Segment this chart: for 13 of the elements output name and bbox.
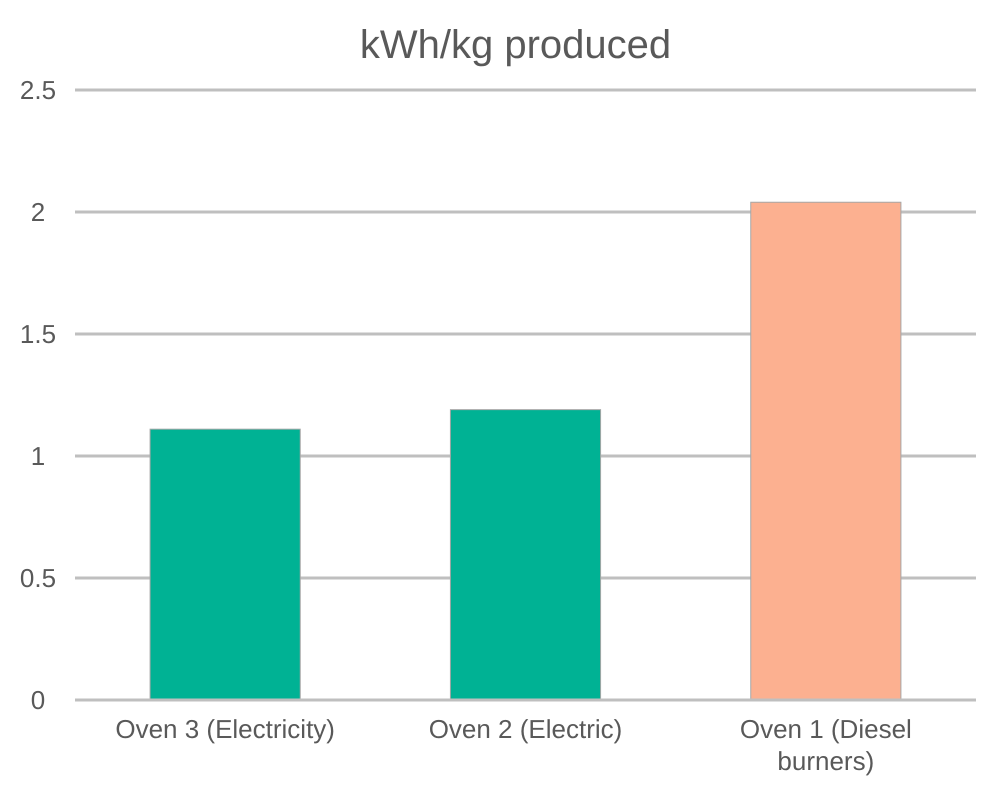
x-tick-label: Oven 2 (Electric) bbox=[428, 714, 622, 744]
y-tick-label: 0 bbox=[30, 685, 46, 716]
y-tick-label: 1 bbox=[30, 441, 46, 472]
x-tick-label: Oven 1 (Diesel burners) bbox=[740, 714, 912, 776]
bar bbox=[150, 428, 301, 700]
x-tick-label: Oven 3 (Electricity) bbox=[115, 714, 335, 744]
bar bbox=[450, 409, 602, 700]
y-tick-label: 2.5 bbox=[20, 75, 56, 106]
y-tick-label: 1.5 bbox=[20, 319, 56, 350]
bar bbox=[750, 202, 902, 700]
y-tick-label: 2 bbox=[30, 197, 46, 228]
y-tick-label: 0.5 bbox=[20, 563, 56, 594]
chart-title: kWh/kg produced bbox=[360, 23, 672, 67]
